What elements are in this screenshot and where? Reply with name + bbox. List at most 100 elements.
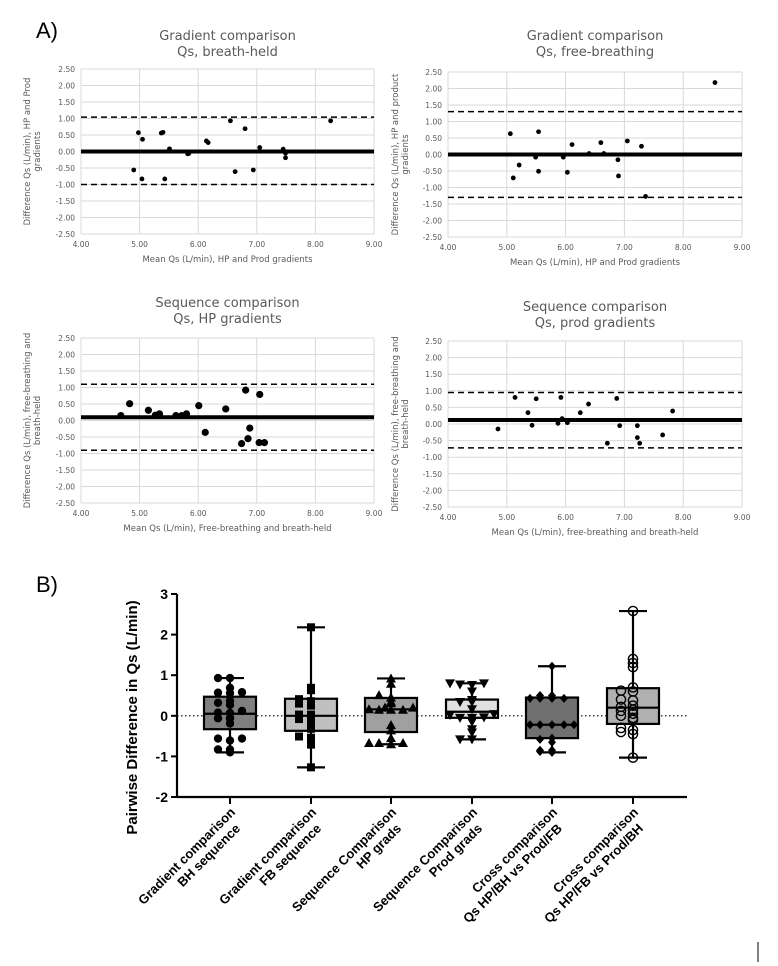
data-point: [489, 710, 499, 720]
y-tick-label: -2.00: [423, 486, 443, 495]
data-point: [601, 151, 607, 156]
data-point: [295, 699, 303, 708]
data-point: [634, 423, 640, 429]
panel-label-b: B): [36, 572, 58, 597]
data-point: [205, 140, 211, 145]
data-point: [455, 735, 465, 745]
data-point: [627, 653, 639, 665]
x-axis-label: Mean Qs (L/min), HP and Prod gradients: [510, 258, 681, 268]
y-tick-label: -2.50: [423, 233, 443, 242]
data-point: [295, 695, 303, 704]
data-point: [533, 154, 539, 160]
y-tick-label: -1.50: [423, 200, 443, 209]
data-point: [615, 701, 627, 713]
y-tick-label: 1: [160, 667, 168, 683]
y-tick-label: 2: [160, 627, 168, 643]
data-point: [548, 733, 556, 743]
data-point: [162, 176, 168, 182]
data-point: [615, 157, 621, 163]
y-tick-label: 1.00: [425, 118, 442, 127]
data-point: [386, 673, 396, 683]
y-axis-label-line: gradients: [401, 134, 411, 175]
data-point: [643, 194, 648, 199]
data-point: [445, 679, 455, 689]
y-tick-label: 2.50: [58, 65, 75, 74]
data-point: [283, 155, 288, 161]
data-point: [155, 410, 164, 418]
x-tick-label: 6.00: [557, 513, 574, 522]
y-tick-label: -0.50: [423, 437, 443, 446]
x-tick-label: 8.00: [675, 243, 692, 252]
data-point: [712, 80, 718, 85]
box-iqr: [605, 687, 661, 726]
box-plot: 3 2 1 0 -1 -2 Pairwise Difference in Qs (L/min…: [124, 586, 687, 926]
y-axis-label-line: Difference Qs (L/min), HP and Prod: [23, 78, 33, 226]
y-tick-label: -0.50: [56, 433, 76, 442]
y-tick-label: 0.00: [425, 151, 442, 160]
data-point: [512, 395, 518, 400]
chart-title-line: Sequence comparison: [155, 296, 299, 311]
y-tick-label: -2.00: [56, 483, 76, 492]
data-point: [255, 439, 263, 447]
data-point: [408, 702, 418, 712]
data-point: [467, 695, 477, 705]
data-point: [201, 428, 209, 436]
data-point: [558, 395, 564, 400]
data-point: [569, 142, 575, 148]
chart-title-line: Qs, free-breathing: [536, 45, 654, 60]
y-tick-label: 0.50: [425, 403, 442, 412]
data-point: [307, 701, 315, 710]
x-tick-label: 7.00: [616, 513, 633, 522]
y-tick-label: 0.50: [58, 131, 75, 140]
data-point: [598, 140, 604, 146]
y-tick-label: 0.00: [58, 148, 75, 157]
y-tick-label: -2.00: [423, 217, 443, 226]
data-point: [529, 422, 535, 428]
data-point: [548, 745, 556, 755]
data-point: [244, 435, 252, 443]
data-point: [624, 138, 630, 144]
data-point: [380, 702, 390, 712]
data-point: [364, 738, 374, 748]
panel-label-a: A): [36, 18, 58, 43]
data-point: [559, 416, 565, 422]
y-tick-label: -1.00: [56, 450, 76, 459]
data-point: [386, 678, 396, 688]
data-point: [237, 706, 247, 716]
data-point: [307, 733, 315, 742]
data-point: [213, 708, 223, 717]
data-point: [570, 720, 578, 730]
data-point: [577, 410, 583, 416]
data-point: [467, 680, 477, 690]
data-point: [516, 162, 522, 168]
data-point: [307, 763, 315, 772]
data-point: [615, 726, 627, 738]
y-tick-label: -1.00: [56, 181, 76, 190]
chart-title-line: Qs, HP gradients: [173, 312, 282, 327]
data-point: [228, 118, 233, 124]
data-point: [117, 411, 125, 420]
data-point: [615, 685, 627, 696]
data-point: [536, 168, 541, 174]
data-point: [627, 708, 639, 720]
data-point: [260, 439, 269, 447]
x-tick-label: 9.00: [734, 243, 751, 252]
data-point: [225, 696, 235, 705]
data-point: [615, 722, 627, 734]
y-tick-label: -2: [156, 789, 169, 805]
data-point: [555, 420, 561, 426]
y-tick-label: 2.00: [58, 351, 75, 360]
data-point: [627, 605, 639, 617]
data-point: [307, 738, 315, 747]
data-point: [627, 728, 639, 740]
data-point: [186, 151, 192, 156]
x-axis-label: Mean Qs (L/min), HP and Prod gradients: [142, 255, 313, 265]
x-tick-label: 9.00: [366, 240, 383, 249]
data-point: [257, 145, 263, 150]
data-point: [507, 131, 513, 137]
data-point: [386, 720, 396, 730]
data-point: [564, 420, 570, 426]
data-point: [637, 440, 643, 446]
data-point: [495, 426, 501, 432]
